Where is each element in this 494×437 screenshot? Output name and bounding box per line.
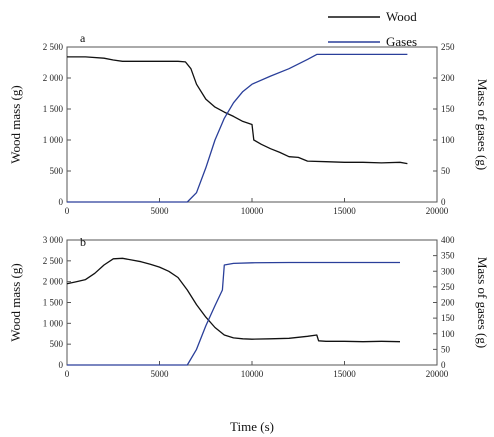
legend-gases-label: Gases	[386, 34, 417, 49]
panel-a-left-y-tick-label: 2 000	[43, 73, 64, 83]
panel-b-left-y-tick-label: 2 000	[43, 277, 64, 287]
panel-b-x-tick-label: 20000	[426, 369, 449, 379]
panel-a-x-tick-label: 15000	[333, 206, 356, 216]
panel-b-x-tick-label: 5000	[151, 369, 170, 379]
panel-b-right-y-tick-label: 200	[441, 298, 455, 308]
panel-b-x-tick-label: 10000	[241, 369, 264, 379]
panel-b-x-tick-label: 0	[65, 369, 70, 379]
panel-b-left-y-tick-label: 3 000	[43, 235, 64, 245]
panel-b-left-ylabel: Wood mass (g)	[8, 263, 23, 341]
panel-b-right-y-tick-label: 350	[441, 251, 455, 261]
panel-b-right-y-tick-label: 250	[441, 282, 455, 292]
panel-b-right-y-tick-label: 50	[441, 344, 451, 354]
panel-b-right-ylabel: Mass of gases (g)	[475, 257, 490, 348]
panel-b-left-y-tick-label: 1 000	[43, 318, 64, 328]
panel-a-left-y-tick-label: 0	[59, 197, 64, 207]
panel-b-left-y-tick-label: 2 500	[43, 256, 64, 266]
panel-b-right-y-tick-label: 150	[441, 313, 455, 323]
panel-b-right-y-tick-label: 300	[441, 266, 455, 276]
panel-b-left-y-tick-label: 0	[59, 360, 64, 370]
panel-b-x-tick-label: 15000	[333, 369, 356, 379]
panel-a-right-y-tick-label: 150	[441, 104, 455, 114]
legend: Wood Gases	[328, 9, 417, 49]
panel-b-label: b	[80, 235, 86, 249]
legend-wood-label: Wood	[386, 9, 417, 24]
panel-a-label: a	[80, 31, 86, 45]
panel-a-x-tick-label: 20000	[426, 206, 449, 216]
panel-b-wood-line	[66, 257, 401, 343]
panel-a-right-ylabel: Mass of gases (g)	[475, 79, 490, 170]
panel-a-gases-line	[67, 53, 408, 203]
panel-a-x-tick-label: 5000	[151, 206, 170, 216]
panel-a-left-ylabel: Wood mass (g)	[8, 85, 23, 163]
panel-b-right-y-tick-label: 400	[441, 235, 455, 245]
panel-a-x-tick-label: 0	[65, 206, 70, 216]
panel-a-left-y-tick-label: 500	[50, 166, 64, 176]
panel-a-x-tick-label: 10000	[241, 206, 264, 216]
x-axis-title: Time (s)	[230, 419, 274, 434]
panel-b-right-y-tick-label: 0	[441, 360, 446, 370]
panel-b-right-y-tick-label: 100	[441, 329, 455, 339]
panel-a-right-y-tick-label: 0	[441, 197, 446, 207]
panel-a-left-y-tick-label: 2 500	[43, 42, 64, 52]
panel-a-right-y-tick-label: 50	[441, 166, 451, 176]
panel-a-right-y-tick-label: 250	[441, 42, 455, 52]
panel-a: a Wood mass (g) Mass of gases (g) 0 5000 1…	[8, 31, 490, 216]
panel-a-right-y-tick-label: 200	[441, 73, 455, 83]
panel-a-wood-line	[67, 56, 408, 165]
panel-b-gases-line	[67, 261, 400, 366]
panel-a-right-y-tick-label: 100	[441, 135, 455, 145]
panel-a-left-y-tick-label: 1 500	[43, 104, 64, 114]
panel-b: b Wood mass (g) Mass of gases (g) 0 5000 1…	[8, 235, 490, 379]
panel-b-left-y-tick-label: 1 500	[43, 298, 64, 308]
panel-a-left-y-tick-label: 1 000	[43, 135, 64, 145]
panel-b-left-y-tick-label: 500	[50, 339, 64, 349]
